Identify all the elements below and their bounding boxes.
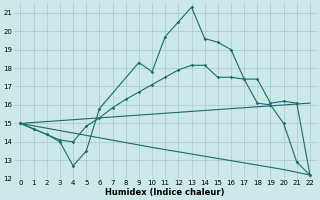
X-axis label: Humidex (Indice chaleur): Humidex (Indice chaleur) [106,188,225,197]
